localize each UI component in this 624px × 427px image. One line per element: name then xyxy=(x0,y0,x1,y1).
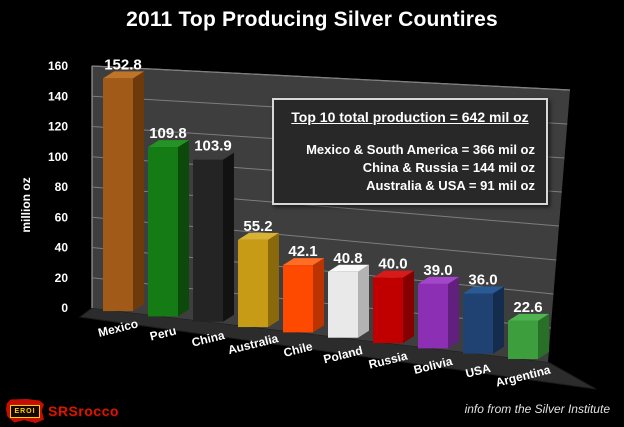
category-label: Chile xyxy=(282,339,314,360)
bar-side-bolivia xyxy=(448,276,459,349)
bar-value-label: 22.6 xyxy=(513,299,542,316)
annotation-lines: Mexico & South America = 366 mil oz Chin… xyxy=(274,141,546,195)
bar-bolivia xyxy=(418,283,448,349)
bar-side-poland xyxy=(358,264,369,338)
bar-value-label: 55.2 xyxy=(243,218,272,235)
y-tick-label: 20 xyxy=(55,271,69,285)
bar-top-australia xyxy=(238,232,279,240)
bar-top-russia xyxy=(373,270,414,278)
y-tick-label: 40 xyxy=(55,241,69,255)
eroi-logo-icon: EROI xyxy=(6,399,44,423)
bar-peru xyxy=(148,147,178,317)
y-tick-label: 80 xyxy=(55,180,69,194)
bar-side-chile xyxy=(313,258,324,333)
y-tick-label: 140 xyxy=(48,89,68,103)
eroi-logo-text: EROI xyxy=(10,404,40,418)
annotation-line: Mexico & South America = 366 mil oz xyxy=(306,142,535,157)
bar-value-label: 40.0 xyxy=(378,256,407,273)
bar-value-label: 152.8 xyxy=(104,56,142,73)
bar-australia xyxy=(238,239,268,328)
bar-top-usa xyxy=(463,286,504,294)
bar-top-chile xyxy=(283,258,324,266)
bar-chile xyxy=(283,265,313,333)
bar-value-label: 39.0 xyxy=(423,262,452,279)
bar-china xyxy=(193,159,223,322)
bar-side-argentina xyxy=(538,313,549,360)
y-tick-label: 120 xyxy=(48,120,68,134)
bar-side-peru xyxy=(178,140,189,317)
y-axis-label: million oz xyxy=(19,177,33,232)
bar-top-peru xyxy=(148,140,189,148)
category-label: USA xyxy=(464,361,492,381)
bar-top-argentina xyxy=(508,313,549,321)
bar-value-label: 103.9 xyxy=(194,138,232,155)
bar-argentina xyxy=(508,320,538,360)
bar-top-china xyxy=(193,152,234,160)
y-tick-label: 100 xyxy=(48,150,68,164)
annotation-box: Top 10 total production = 642 mil oz Mex… xyxy=(272,98,548,205)
bar-mexico xyxy=(103,78,133,312)
bar-usa xyxy=(463,293,493,354)
bar-poland xyxy=(328,271,358,338)
y-tick-label: 60 xyxy=(55,210,69,224)
bar-side-mexico xyxy=(133,71,144,312)
bar-value-label: 109.8 xyxy=(149,125,187,142)
gridline xyxy=(91,65,571,91)
annotation-line: Australia & USA = 91 mil oz xyxy=(366,178,535,193)
y-tick-label: 160 xyxy=(48,59,68,73)
bar-side-china xyxy=(223,152,234,322)
bar-side-australia xyxy=(268,232,279,328)
bar-side-russia xyxy=(403,270,414,344)
bar-top-poland xyxy=(328,264,369,272)
bar-value-label: 40.8 xyxy=(333,250,362,267)
chart-title: 2011 Top Producing Silver Countires xyxy=(126,8,498,31)
y-tick-label: 0 xyxy=(61,301,68,315)
bar-value-label: 42.1 xyxy=(288,243,317,260)
bar-top-mexico xyxy=(103,71,144,79)
annotation-heading: Top 10 total production = 642 mil oz xyxy=(291,109,529,125)
annotation-line: China & Russia = 144 mil oz xyxy=(362,160,535,175)
bar-top-bolivia xyxy=(418,276,459,284)
credit-text: info from the Silver Institute xyxy=(464,402,610,416)
bar-value-label: 36.0 xyxy=(468,272,497,289)
bar-russia xyxy=(373,277,403,344)
bar-side-usa xyxy=(493,286,504,354)
category-label: Peru xyxy=(148,324,177,344)
brand-name: SRSrocco xyxy=(48,403,119,419)
